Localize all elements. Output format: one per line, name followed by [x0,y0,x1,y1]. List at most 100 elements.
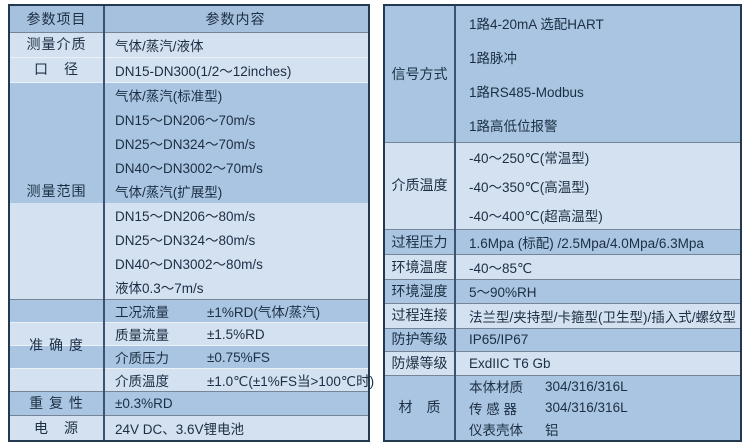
param-value: 6～80m/s [197,209,256,225]
param-row: DN15-DN300(1/2～12inches) [10,56,368,83]
param-label: 测量介质 [26,36,87,53]
param-label: 准 确 度 [29,337,84,354]
header-param-content: 参数内容 [205,10,266,27]
header-param-name: 参数项目 [26,10,87,27]
param-label: 环境湿度 [391,282,448,299]
param-label: 介质温度 [391,177,448,194]
param-value: 1路脉冲 [469,50,518,66]
param-row: -40～85℃ [385,254,740,279]
param-key: 传 感 器 [469,401,518,417]
param-group: ±0.3%RD 重 复 性 [10,391,368,416]
param-row: ±0.3%RD [10,391,368,416]
param-row: ExdIIC T6 Gb [385,351,740,375]
param-value: 气体/蒸汽(标准型) [115,89,223,105]
param-row: 1路RS485-Modbus [385,73,740,108]
param-row: DN40～DN300 2～80m/s [10,251,368,276]
param-row: 1路高低位报警 [385,107,740,142]
param-key: DN40～DN300 [115,257,206,273]
param-value: 4～80m/s [197,233,256,249]
param-value: -40～350℃(高温型) [469,179,590,195]
param-value: ±1.5%RD [207,326,265,342]
param-row: 气体/蒸汽(标准型) [10,82,368,108]
param-group: DN15-DN300(1/2～12inches) 口 径 [10,56,368,83]
param-label: 信号方式 [391,65,448,82]
param-value: 0.3～7m/s [142,281,204,297]
table-header-row: 参数项目 参数内容 [10,6,368,32]
param-label: 电 源 [34,419,79,436]
param-value: ±0.75%FS [207,349,270,365]
param-group: 气体/蒸汽/液体 测量介质 [10,31,368,57]
param-key: DN40～DN300 [115,161,206,177]
param-row: 24V DC、3.6V锂电池 [10,415,368,440]
param-value: 1.6Mpa (标配) /2.5Mpa/4.0Mpa/6.3Mpa [469,236,704,252]
param-key: 仪表壳体 [469,423,523,439]
param-label: 防护等级 [391,331,448,348]
param-row: 液体 0.3～7m/s [10,275,368,300]
param-row: 传 感 器 304/316/316L [385,397,740,419]
param-key: 本体材质 [469,380,523,396]
param-key: 液体 [115,281,142,297]
param-group: 法兰型/夹持型/卡箍型(卫生型)/插入式/螺纹型 过程连接 [385,303,740,328]
param-value: -40～85℃ [469,261,533,277]
param-group: 气体/蒸汽(标准型) DN15～DN20 6～70m/s DN25～DN32 4～70m… [10,82,368,300]
param-row: -40～250℃(常温型) [385,141,740,172]
param-value: 2～80m/s [205,257,263,273]
param-label: 口 径 [34,61,79,78]
spec-table-right: 1路4-20mA 选配HART 1路脉冲 1路RS485-Modbus 1路高低位报警… [383,4,742,442]
param-group: 本体材质 304/316/316L 传 感 器 304/316/316L 仪表壳体 铝 材 … [385,374,740,441]
param-value: 4～70m/s [197,137,256,153]
param-row: 质量流量 ±1.5%RD [10,322,368,346]
param-row: 气体/蒸汽/液体 [10,31,368,57]
param-value: 1路高低位报警 [469,118,558,134]
param-label: 环境温度 [391,258,448,275]
param-row: 介质温度 ±1.0℃(±1%FS当>100℃时) [10,368,374,392]
param-group: 工况流量 ±1%RD(气体/蒸汽) 质量流量 ±1.5%RD 介质压力 ±0.75%FS 介… [10,299,374,392]
param-value: DN15-DN300(1/2～12inches) [115,63,292,79]
param-group: ExdIIC T6 Gb 防爆等级 [385,351,740,375]
param-row: DN40～DN300 2～70m/s [10,155,368,180]
param-row: 本体材质 304/316/316L [385,374,740,398]
param-row: DN15～DN20 6～80m/s [10,203,368,228]
param-value: 1路4-20mA 选配HART [469,16,604,32]
param-group: 1路4-20mA 选配HART 1路脉冲 1路RS485-Modbus 1路高低位报警… [385,6,740,142]
param-group: IP65/IP67 防护等级 [385,327,740,352]
param-value: 2～70m/s [205,161,263,177]
param-row: 介质压力 ±0.75%FS [10,345,368,369]
param-value: 24V DC、3.6V锂电池 [115,422,245,438]
param-row: 仪表壳体 铝 [385,418,740,441]
param-value: 304/316/316L [545,378,628,394]
param-group: 5～90%RH 环境湿度 [385,278,740,304]
param-row: 气体/蒸汽(扩展型) [10,179,368,204]
param-value: 1路RS485-Modbus [469,84,584,100]
param-label: 过程压力 [391,233,448,250]
param-row: DN25～DN32 4～70m/s [10,131,368,156]
param-label: 过程连接 [391,307,448,324]
param-label: 防爆等级 [391,354,448,371]
param-value: 气体/蒸汽/液体 [115,38,204,54]
param-group: -40～85℃ 环境温度 [385,254,740,279]
param-group: 1.6Mpa (标配) /2.5Mpa/4.0Mpa/6.3Mpa 过程压力 [385,228,740,255]
param-row: DN15～DN20 6～70m/s [10,107,368,132]
param-row: 1路脉冲 [385,39,740,74]
param-key: DN25～DN32 [115,137,198,153]
param-value: IP65/IP67 [469,332,529,348]
param-key: 介质温度 [115,374,169,390]
param-row: 工况流量 ±1%RD(气体/蒸汽) [10,299,368,323]
param-label: 测量范围 [26,182,87,199]
param-row: 5～90%RH [385,278,740,304]
param-value: -40～250℃(常温型) [469,151,590,167]
param-value: 法兰型/夹持型/卡箍型(卫生型)/插入式/螺纹型 [469,309,736,325]
spec-table-left: 参数项目 参数内容 气体/蒸汽/液体 测量介质 DN15-DN300(1/2～12i… [8,4,374,442]
param-key: DN15～DN20 [115,209,198,225]
param-value: -40～400℃(超高温型) [469,208,603,224]
column-divider [103,6,105,440]
param-value: ±1%RD(气体/蒸汽) [207,305,321,321]
param-row: 1路4-20mA 选配HART [385,6,740,40]
param-value: 气体/蒸汽(扩展型) [115,185,223,201]
param-row: DN25～DN32 4～80m/s [10,227,368,252]
param-row: 法兰型/夹持型/卡箍型(卫生型)/插入式/螺纹型 [385,303,740,328]
param-value: 5～90%RH [469,285,537,301]
param-value: 304/316/316L [545,400,628,416]
param-label: 重 复 性 [29,395,84,412]
